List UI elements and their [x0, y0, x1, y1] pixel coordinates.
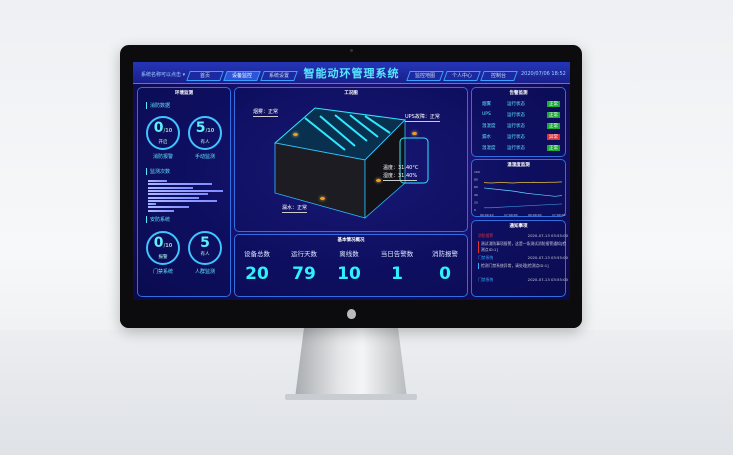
cabinet-illustration [273, 107, 429, 219]
temp-humidity-chart: 100 80 60 40 20 0 00:00:10 17:00:00 00:00:00 17:0… [474, 170, 566, 217]
notice-item[interactable]: 门禁系统 2020-07-13 03:55:00 检测门禁系统异常，请处理[检测点I… [478, 255, 568, 269]
temp-humidity-panel: 温湿度监测 100 80 60 40 20 0 00:00:10 17:00:00 00:00:… [471, 159, 566, 217]
monitor-bar [148, 189, 223, 192]
monitor-bar [148, 199, 217, 202]
panel-title: 通知事项 [509, 224, 528, 229]
monitor-bar [148, 203, 156, 206]
tab-settings[interactable]: 系统设置 [260, 71, 298, 81]
datetime: 2020/07/06 18:52 [521, 71, 566, 77]
panel-title: 环境监测 [175, 91, 193, 96]
tab-home[interactable]: 首页 [186, 71, 224, 81]
temperature-value: 温度：31.40°C [383, 165, 419, 171]
section-monitor: 监测次数 [146, 168, 170, 175]
ups-status: UPS故障：正常 [405, 114, 440, 122]
y-tick-label: 100 [474, 170, 480, 174]
humidity-value: 湿度：31.40% [383, 173, 418, 181]
page-title: 智能动环管理系统 [303, 67, 400, 80]
leak-status: 漏水：正常 [282, 205, 308, 213]
series-line [483, 181, 563, 184]
leak-sensor-marker[interactable] [320, 197, 325, 200]
apple-logo-icon [347, 309, 356, 319]
caption: 门禁系统 [152, 269, 173, 275]
notice-item[interactable]: 消防报警 2020-07-13 03:55:00 测试消防事项报警，这是一条测试消防… [478, 233, 568, 253]
section-security: 安防系统 [146, 216, 170, 223]
header: 系统名称可以点击 ▾ 首页 设备监控 系统设置 智能动环管理系统 监控地图 个人… [133, 62, 570, 84]
x-tick-label: 17:00:00 [552, 213, 566, 217]
monitor-bar [148, 186, 193, 189]
panel-title: 温湿度监测 [507, 163, 530, 168]
monitor-bar [148, 180, 167, 182]
panel-title: 基本情况概况 [337, 238, 365, 243]
y-tick-label: 80 [474, 178, 478, 182]
x-tick-label: 00:00:10 [480, 213, 494, 217]
status-badge: 正常 [547, 123, 560, 129]
section-fire: 消防数据 [146, 102, 170, 109]
dashboard-screen: 系统名称可以点击 ▾ 首页 设备监控 系统设置 智能动环管理系统 监控地图 个人… [133, 62, 570, 300]
stat-fire-alarm: 消防报警 0 [432, 250, 458, 284]
monitor-bar [148, 183, 212, 186]
ring-occupied: 5/10 有人 [188, 116, 222, 150]
tab-profile[interactable]: 个人中心 [443, 71, 481, 81]
notice-item[interactable]: 门禁系统 2020-07-13 03:55:00 [478, 277, 568, 282]
x-tick-label: 17:00:00 [504, 213, 518, 217]
status-badge: 正常 [547, 101, 560, 107]
y-tick-label: 60 [474, 185, 478, 189]
y-tick-label: 20 [474, 200, 478, 204]
monitor-bar [148, 193, 208, 196]
tab-map[interactable]: 监控地图 [406, 71, 444, 81]
status-badge: 正常 [547, 145, 560, 151]
status-badge: 正常 [547, 112, 560, 118]
temp-sensor-marker[interactable] [376, 179, 381, 182]
panel-title: 工况图 [344, 91, 358, 96]
x-tick-label: 00:00:00 [528, 213, 542, 217]
stat-device-total: 设备总数 20 [244, 250, 270, 284]
caption: 消防报警 [152, 154, 173, 160]
condition-panel: 工况图 烟雾：正常 UPS故障：正常 温度：31.40°C 湿度：31.40% … [234, 87, 468, 232]
caption: 人群监测 [194, 269, 215, 275]
smoke-sensor-marker[interactable] [293, 133, 298, 136]
environment-panel: 环境监测 消防数据 0/10 开启 5/10 有人 消防报警 手动监测 监测次数 安… [137, 87, 231, 297]
tab-console[interactable]: 控制台 [480, 71, 518, 81]
stat-offline: 离线数 10 [337, 250, 361, 284]
caption: 手动监测 [194, 154, 215, 160]
notice-panel: 通知事项 消防报警 2020-07-13 03:55:00 测试消防事项报警，这是一… [471, 220, 568, 297]
stat-run-days: 运行天数 79 [291, 250, 317, 284]
smoke-status: 烟雾：正常 [253, 109, 279, 117]
status-badge: 异常 [547, 134, 560, 140]
overview-panel: 基本情况概况 [234, 234, 468, 297]
series-line [484, 203, 563, 209]
y-tick-label: 40 [474, 193, 478, 197]
monitor-stand [295, 328, 407, 398]
series-line [483, 187, 563, 197]
panel-title: 告警监测 [509, 91, 528, 96]
tab-device-monitor[interactable]: 设备监控 [223, 71, 261, 81]
camera [350, 49, 353, 52]
ring-fire-on: 0/10 开启 [146, 116, 180, 150]
ups-sensor-marker[interactable] [412, 132, 417, 135]
y-tick-label: 0 [474, 208, 476, 212]
monitor-base [285, 394, 417, 400]
monitor-bar [148, 209, 175, 212]
ring-alarm: 0/10 报警 [146, 231, 180, 265]
monitor-bar [148, 196, 199, 199]
monitor-bar [148, 206, 190, 209]
stat-alarms-today: 当日告警数 1 [380, 250, 414, 284]
alarm-panel: 告警监测 烟雾 运行状态 正常 UPS 运行状态 正常 温湿度 运行状态 正常 漏水 运行状态 异常温… [471, 87, 566, 157]
ring-people: 5 有人 [188, 231, 222, 265]
system-name-dropdown[interactable]: 系统名称可以点击 ▾ [141, 72, 186, 78]
